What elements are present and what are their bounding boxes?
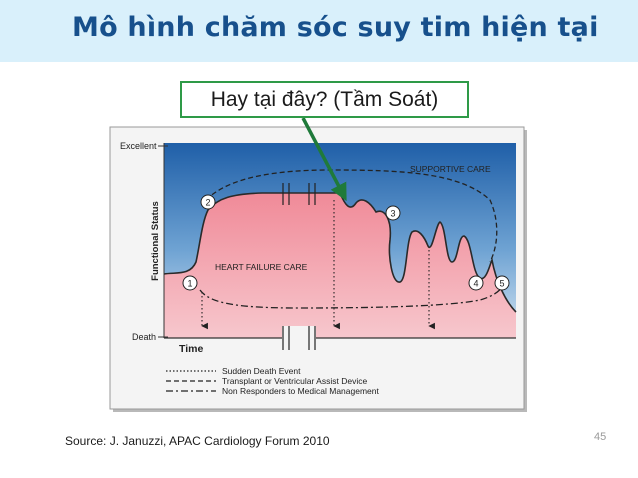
y-bottom-label: Death (132, 332, 156, 342)
page-number: 45 (594, 431, 607, 443)
slide-title: Mô hình chăm sóc suy tim hiện tại (72, 12, 599, 43)
time-gap-axis (282, 326, 316, 350)
marker-4: 4 (468, 275, 484, 291)
y-axis-title: Functional Status (150, 201, 161, 281)
svg-text:3: 3 (390, 209, 395, 219)
functional-status-curve (163, 192, 517, 313)
supportive-care-label: SUPPORTIVE CARE (410, 164, 491, 174)
legend: Sudden Death Event Transplant or Ventric… (166, 366, 380, 396)
heart-failure-care-label: HEART FAILURE CARE (215, 262, 308, 272)
y-top-label: Excellent (120, 141, 157, 151)
marker-5: 5 (494, 275, 510, 291)
transplant-dashed-arc (205, 169, 498, 263)
non-responders-arc (199, 281, 506, 309)
source-citation: Source: J. Januzzi, APAC Cardiology Foru… (65, 434, 330, 448)
title-bar (0, 0, 638, 62)
callout-arrow (301, 117, 347, 202)
marker-3: 3 (385, 205, 401, 221)
functional-status-region (164, 193, 516, 338)
sudden-death-drops (201, 200, 435, 330)
legend-label-non-responders: Non Responders to Medical Management (222, 386, 380, 396)
svg-text:2: 2 (205, 198, 210, 208)
legend-label-transplant: Transplant or Ventricular Assist Device (222, 376, 367, 386)
legend-label-sudden-death: Sudden Death Event (222, 366, 301, 376)
callout-text: Hay tại đây? (Tầm Soát) (210, 87, 439, 111)
marker-1: 1 (182, 275, 198, 291)
marker-2: 2 (200, 194, 216, 210)
svg-text:1: 1 (187, 279, 192, 289)
callout-box: Hay tại đây? (Tầm Soát) (180, 81, 469, 118)
time-gap-top (282, 183, 316, 205)
svg-text:4: 4 (473, 279, 478, 289)
x-axis-title: Time (179, 343, 203, 355)
svg-text:5: 5 (499, 279, 504, 289)
